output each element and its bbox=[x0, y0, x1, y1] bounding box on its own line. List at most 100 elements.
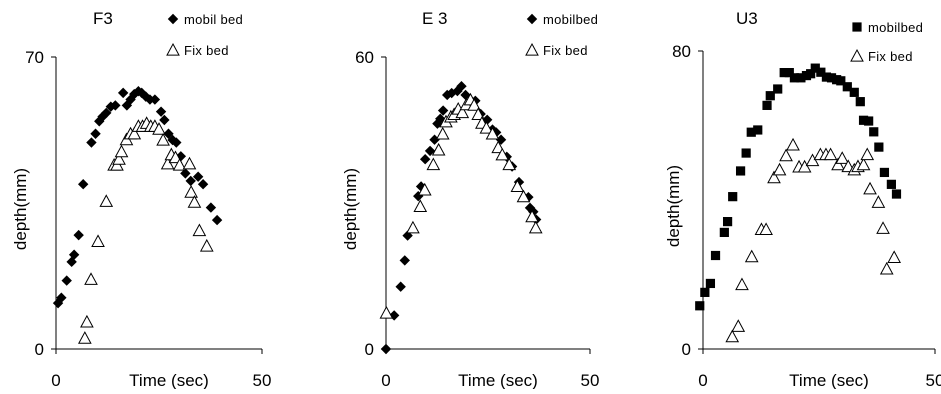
data-point bbox=[725, 329, 740, 343]
y-axis-title: depth(mm) bbox=[664, 165, 683, 247]
data-point bbox=[806, 69, 816, 79]
data-point bbox=[719, 227, 729, 238]
data-point bbox=[891, 189, 902, 199]
data-point bbox=[784, 68, 794, 78]
data-point bbox=[78, 331, 92, 344]
data-point bbox=[876, 221, 890, 234]
data-point bbox=[199, 238, 214, 252]
data-point bbox=[495, 147, 510, 161]
data-point bbox=[796, 73, 806, 83]
data-point bbox=[56, 292, 67, 303]
data-point bbox=[86, 137, 97, 148]
data-point bbox=[61, 275, 72, 286]
data-point bbox=[110, 100, 121, 111]
legend-marker bbox=[525, 42, 539, 56]
x-tick-label: 50 bbox=[253, 371, 272, 389]
data-point bbox=[460, 89, 471, 101]
data-point bbox=[159, 114, 170, 126]
data-point bbox=[435, 126, 450, 140]
data-point bbox=[413, 199, 428, 213]
data-point bbox=[874, 142, 884, 152]
data-point bbox=[495, 134, 507, 145]
data-point bbox=[753, 125, 763, 135]
data-point bbox=[871, 195, 886, 208]
data-point bbox=[836, 76, 846, 86]
data-point bbox=[117, 87, 129, 99]
data-point bbox=[773, 84, 783, 94]
x-axis-title: Time (sec) bbox=[789, 371, 869, 389]
data-point bbox=[171, 137, 182, 148]
data-point bbox=[816, 67, 826, 77]
panel-2: 0 60 0 50 E 3 Time (sec) depth(mm) mobilbed Fix … bbox=[341, 9, 600, 390]
data-point bbox=[823, 147, 838, 161]
data-point bbox=[455, 105, 470, 119]
data-point bbox=[91, 234, 105, 247]
series-mobile-bed bbox=[380, 81, 542, 355]
data-point bbox=[426, 157, 441, 171]
data-point bbox=[513, 176, 525, 188]
data-point bbox=[786, 137, 800, 151]
legend-label: Fix bed bbox=[184, 43, 229, 58]
legend-marker bbox=[166, 42, 180, 56]
data-point bbox=[510, 179, 525, 193]
data-point bbox=[855, 97, 865, 107]
data-point bbox=[744, 249, 759, 263]
data-point bbox=[417, 182, 432, 196]
y-axis-title: depth(mm) bbox=[11, 168, 30, 250]
legend-marker bbox=[526, 13, 538, 25]
data-point bbox=[90, 128, 101, 139]
x-axis-title: Time (sec) bbox=[458, 371, 538, 389]
data-point bbox=[516, 189, 531, 203]
data-point bbox=[700, 287, 710, 297]
data-point bbox=[722, 217, 733, 227]
data-point bbox=[73, 229, 84, 241]
data-point bbox=[399, 255, 410, 266]
data-point bbox=[205, 202, 217, 213]
data-point bbox=[710, 250, 721, 261]
data-point bbox=[810, 63, 820, 73]
data-point bbox=[160, 156, 175, 170]
data-point bbox=[105, 101, 116, 112]
legend-marker bbox=[850, 48, 864, 62]
data-point bbox=[101, 107, 112, 119]
data-point bbox=[429, 134, 440, 145]
data-point bbox=[789, 73, 800, 83]
series-fix-bed bbox=[725, 137, 902, 343]
data-point bbox=[779, 148, 793, 162]
data-point bbox=[77, 179, 89, 190]
y-tick-label: 0 bbox=[35, 340, 44, 359]
data-point bbox=[129, 88, 140, 100]
data-point bbox=[172, 157, 187, 171]
data-point bbox=[431, 142, 446, 156]
y-axis-title: depth(mm) bbox=[341, 168, 360, 250]
data-point bbox=[728, 192, 738, 202]
data-point bbox=[864, 116, 874, 126]
data-point bbox=[695, 301, 705, 311]
x-tick-label: 50 bbox=[926, 371, 941, 389]
data-point bbox=[831, 157, 845, 171]
data-point bbox=[524, 202, 536, 214]
data-point bbox=[528, 220, 543, 234]
data-point bbox=[114, 144, 129, 158]
data-point bbox=[446, 87, 457, 99]
x-tick-label: 50 bbox=[581, 371, 600, 389]
data-point bbox=[168, 150, 183, 164]
data-point bbox=[735, 277, 749, 291]
data-point bbox=[762, 100, 772, 110]
legend-label: mobil bed bbox=[184, 12, 243, 27]
panel-title: F3 bbox=[93, 9, 113, 28]
x-tick-label: 0 bbox=[698, 371, 707, 389]
data-point bbox=[863, 181, 877, 195]
data-point bbox=[858, 115, 869, 125]
data-point bbox=[185, 175, 196, 187]
data-point bbox=[860, 147, 875, 161]
y-tick-label: 0 bbox=[365, 340, 374, 359]
data-point bbox=[826, 73, 837, 83]
data-point bbox=[869, 127, 879, 137]
data-point bbox=[821, 72, 832, 82]
data-point bbox=[149, 94, 161, 105]
legend-marker bbox=[852, 22, 862, 32]
data-point bbox=[211, 214, 223, 226]
x-tick-label: 0 bbox=[381, 371, 390, 389]
data-point bbox=[705, 278, 716, 289]
